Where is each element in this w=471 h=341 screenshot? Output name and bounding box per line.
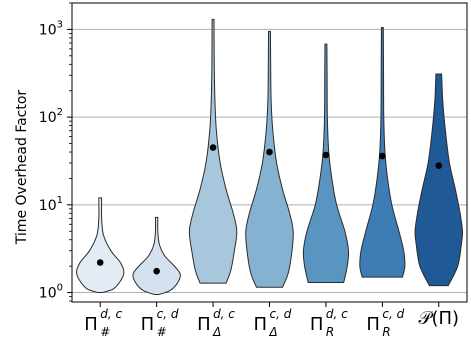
- x-tick-label-superscript: c, d: [270, 307, 292, 321]
- x-tick-label: Π: [84, 314, 98, 335]
- x-tick-label-subscript: #: [100, 325, 110, 339]
- median-marker-3: [209, 144, 217, 151]
- violin-6: [359, 27, 406, 278]
- x-tick-label-superscript: d, c: [100, 307, 122, 321]
- violin-7: [414, 73, 464, 287]
- median-marker-7: [435, 162, 443, 169]
- violin-4: [245, 30, 294, 288]
- median-markers: [96, 144, 443, 275]
- x-tick-label-superscript: c, d: [382, 307, 404, 321]
- violin-1: [76, 197, 125, 294]
- y-axis: 100 101 102 103: [39, 2, 72, 302]
- x-tick-label: Π: [254, 314, 268, 335]
- x-tick-label-superscript: c, d: [157, 307, 179, 321]
- x-tick-label: 𝒫(Π): [419, 308, 460, 329]
- y-tick-label: 103: [39, 19, 63, 38]
- median-marker-6: [379, 152, 386, 160]
- median-marker-2: [153, 267, 160, 275]
- x-tick-label: Π: [197, 314, 211, 335]
- violins: [76, 18, 464, 295]
- y-tick-label: 102: [39, 107, 63, 126]
- x-tick-label: Π: [141, 314, 155, 335]
- x-tick-label-subscript: #: [157, 325, 167, 339]
- violin-5: [302, 43, 350, 284]
- y-axis-label: Time Overhead Factor: [14, 90, 30, 246]
- violin-3: [188, 18, 238, 284]
- x-tick-label-superscript: d, c: [213, 307, 235, 321]
- x-tick-label-subscript: R: [326, 325, 334, 339]
- median-marker-5: [322, 151, 330, 159]
- x-tick-label-superscript: d, c: [326, 307, 348, 321]
- x-tick-label-subscript: Δ: [212, 325, 221, 339]
- violin-2: [132, 216, 181, 295]
- x-tick-label: Π: [310, 314, 324, 335]
- x-tick-label-subscript: R: [382, 325, 390, 339]
- median-marker-1: [96, 259, 104, 266]
- x-tick-label-subscript: Δ: [269, 325, 278, 339]
- y-tick-label: 101: [39, 195, 63, 214]
- median-marker-4: [266, 148, 273, 156]
- x-tick-label: Π: [366, 314, 380, 335]
- y-tick-label: 100: [39, 283, 63, 302]
